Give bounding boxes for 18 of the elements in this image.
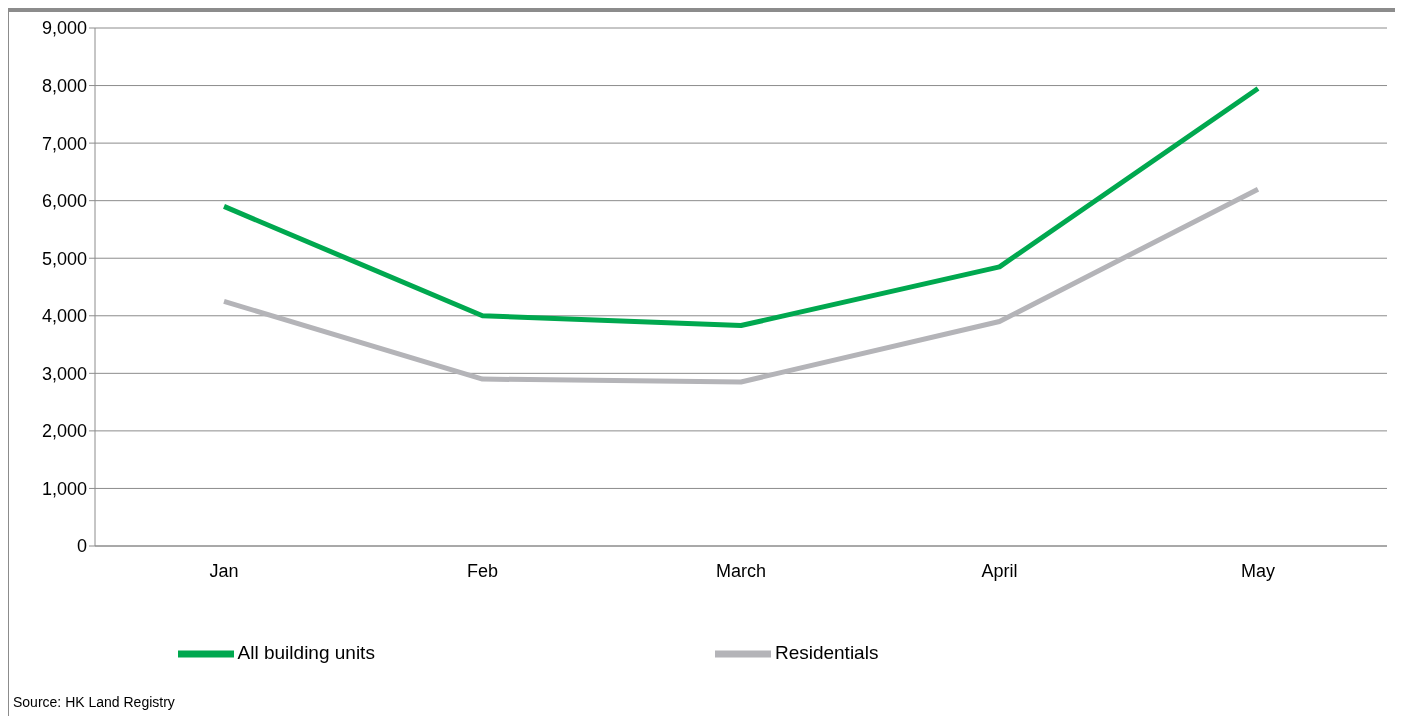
y-tick-label: 9,000 xyxy=(41,18,87,39)
y-tick-label: 4,000 xyxy=(41,306,87,327)
x-tick-label: March xyxy=(715,560,767,581)
y-tick-label: 1,000 xyxy=(41,478,87,499)
y-tick-label: 8,000 xyxy=(41,75,87,96)
y-tick-label: 7,000 xyxy=(41,133,87,154)
x-tick-label: Jan xyxy=(209,560,239,581)
x-tick-label: April xyxy=(981,560,1018,581)
y-tick-label: 6,000 xyxy=(41,191,87,212)
y-tick-label: 2,000 xyxy=(41,421,87,442)
x-tick-label: May xyxy=(1240,560,1276,581)
legend-label: Residentials xyxy=(774,642,879,664)
source-note: Source: HK Land Registry xyxy=(13,694,175,710)
y-tick-label: 3,000 xyxy=(41,363,87,384)
x-tick-label: Feb xyxy=(466,560,499,581)
y-tick-label: 5,000 xyxy=(41,248,87,269)
legend-label: All building units xyxy=(237,642,375,664)
y-tick-label: 0 xyxy=(76,536,87,557)
